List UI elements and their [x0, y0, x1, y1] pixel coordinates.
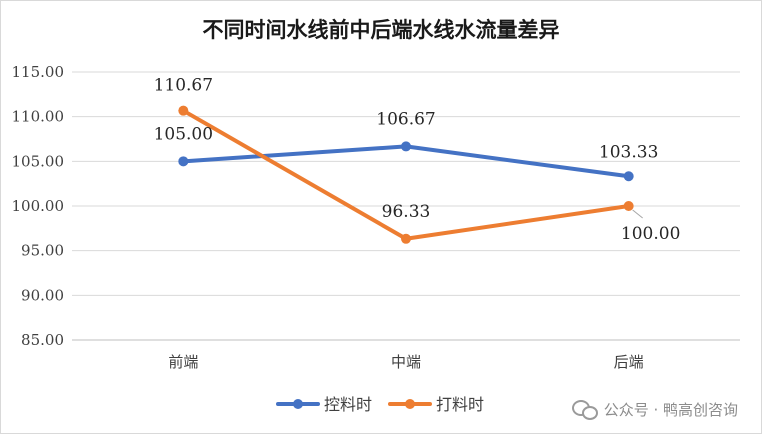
legend-marker-1 [293, 399, 303, 409]
y-tick-label: 110.00 [12, 108, 65, 126]
y-tick-label: 100.00 [12, 197, 65, 215]
data-label: 103.33 [599, 142, 658, 162]
data-label: 100.00 [621, 224, 680, 244]
y-tick-label: 105.00 [12, 152, 65, 170]
watermark-text: 公众号 · 鸭高创咨询 [603, 400, 738, 419]
y-tick-label: 115.00 [12, 63, 65, 81]
y-tick-label: 95.00 [21, 242, 64, 260]
wechat-icon [571, 398, 598, 420]
data-label: 105.00 [154, 124, 213, 144]
x-tick-label: 前端 [168, 353, 198, 371]
legend-label-1: 控料时 [324, 395, 372, 414]
legend-marker-2 [405, 399, 415, 409]
chart-title: 不同时间水线前中后端水线水流量差异 [202, 18, 560, 42]
data-label: 110.67 [154, 76, 213, 96]
data-label: 106.67 [376, 109, 435, 129]
data-point [401, 233, 411, 244]
y-tick-label: 90.00 [21, 286, 64, 304]
y-tick-label: 85.00 [21, 331, 64, 349]
data-label: 96.33 [382, 202, 431, 222]
data-point [401, 141, 411, 152]
x-tick-label: 后端 [614, 353, 644, 371]
watermark: 公众号 · 鸭高创咨询 [571, 398, 738, 420]
data-label-leader [632, 209, 643, 219]
data-point [623, 171, 634, 182]
data-point [178, 105, 189, 116]
data-point [178, 156, 189, 167]
data-point [623, 201, 634, 211]
x-tick-label: 中端 [391, 353, 421, 371]
legend-label-2: 打料时 [436, 395, 484, 414]
